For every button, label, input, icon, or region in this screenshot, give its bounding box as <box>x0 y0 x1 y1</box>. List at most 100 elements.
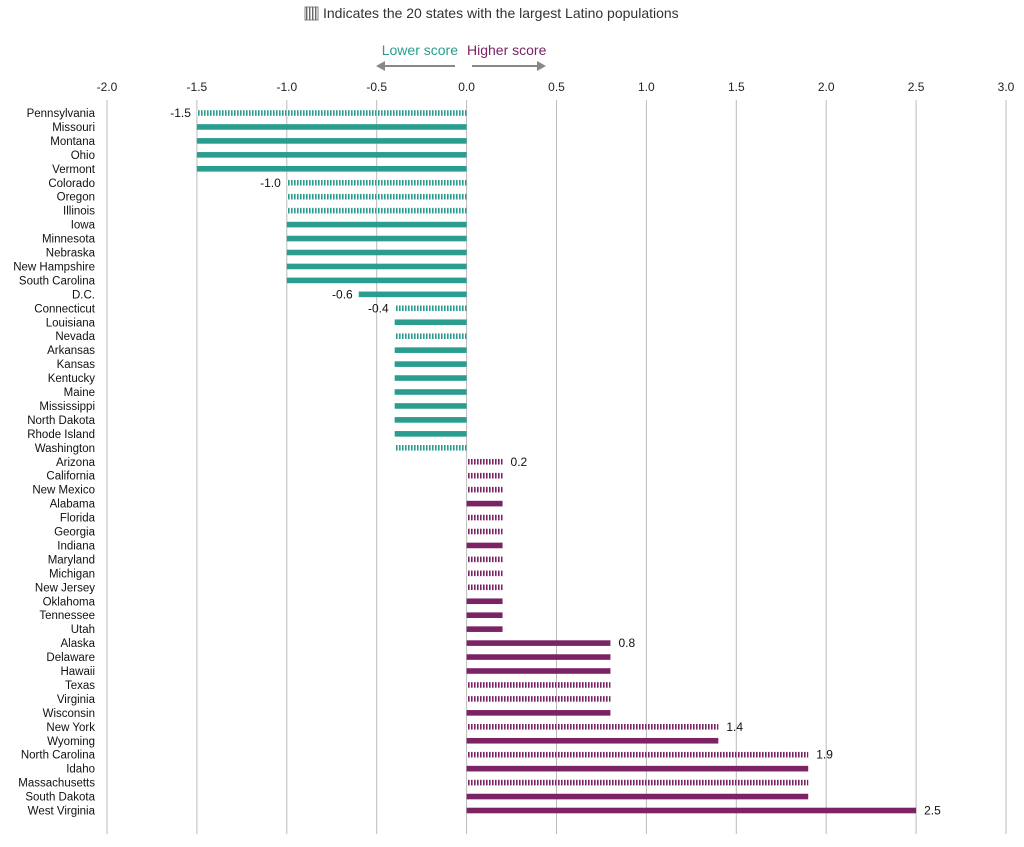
x-tick-label: 2.5 <box>908 80 925 94</box>
category-labels: Pennsylvania Missouri Montana Ohio Vermont Co… <box>13 108 96 818</box>
bar <box>466 612 503 618</box>
category-label: West Virginia <box>28 806 96 818</box>
data-labels: -1.5 -1.0 -0.6 -0.4 0.2 0.8 1.4 1.9 2.5 <box>170 106 941 818</box>
category-label: South Carolina <box>19 275 96 287</box>
bar <box>466 570 503 577</box>
bar <box>394 319 467 326</box>
category-label: Wisconsin <box>43 708 95 720</box>
category-label: Maryland <box>48 554 95 566</box>
data-label: 2.5 <box>924 804 941 818</box>
bar <box>196 124 467 130</box>
category-label: Colorado <box>48 178 95 190</box>
category-label: Virginia <box>57 694 96 706</box>
category-label: Oregon <box>57 192 95 204</box>
bar <box>466 514 503 521</box>
bar <box>286 207 467 214</box>
bar <box>466 668 611 674</box>
category-label: Rhode Island <box>27 429 95 441</box>
bar <box>394 389 467 395</box>
category-label: Indiana <box>57 540 95 552</box>
data-label: 0.8 <box>618 636 635 650</box>
pattern-swatch-icon <box>304 6 319 21</box>
bar <box>466 626 503 632</box>
bar <box>466 640 611 646</box>
bar <box>466 710 611 716</box>
bar <box>394 445 467 451</box>
bar <box>394 347 467 353</box>
category-label: North Carolina <box>21 750 96 762</box>
category-label: Iowa <box>71 220 96 232</box>
bar <box>394 333 467 339</box>
bar <box>394 431 467 437</box>
x-tick-label: -1.0 <box>276 80 297 94</box>
bar <box>466 472 503 479</box>
bar <box>466 682 611 688</box>
bar <box>196 166 467 172</box>
bar <box>466 500 503 507</box>
data-label: -1.5 <box>170 106 191 120</box>
chart-title: Indicates the 20 states with the largest… <box>323 5 679 21</box>
category-label: Mississippi <box>39 401 95 413</box>
x-tick-label: 1.5 <box>728 80 745 94</box>
direction-legend: Lower score Higher score <box>376 42 547 71</box>
category-label: Montana <box>50 136 95 148</box>
bar <box>466 696 611 702</box>
x-tick-label: -2.0 <box>97 80 118 94</box>
category-label: Nevada <box>55 331 95 343</box>
bar <box>466 793 809 800</box>
category-label: Vermont <box>52 164 96 176</box>
legend: Indicates the 20 states with the largest… <box>304 5 679 21</box>
x-tick-label: 2.0 <box>818 80 835 94</box>
category-label: New Mexico <box>32 485 95 497</box>
bar <box>466 737 719 744</box>
bar <box>286 221 467 228</box>
bar <box>394 361 467 367</box>
bar <box>466 542 503 549</box>
bar <box>286 179 467 186</box>
data-label: -0.6 <box>332 287 353 301</box>
bar <box>394 417 467 423</box>
category-label: Maine <box>64 387 95 399</box>
bar <box>466 765 809 772</box>
bar <box>358 291 467 298</box>
category-label: South Dakota <box>25 792 95 804</box>
category-label: Idaho <box>66 764 95 776</box>
bar <box>466 654 611 660</box>
bar <box>286 263 467 270</box>
category-label: New Hampshire <box>13 261 95 273</box>
data-label: -0.4 <box>368 301 389 315</box>
data-label: 0.2 <box>511 455 528 469</box>
category-label: Oklahoma <box>43 596 96 608</box>
category-label: Alabama <box>50 499 96 511</box>
higher-score-label: Higher score <box>467 42 547 58</box>
category-label: Utah <box>71 624 95 636</box>
category-label: Tennessee <box>39 610 95 622</box>
category-label: Wyoming <box>47 736 95 748</box>
category-label: Washington <box>35 443 95 455</box>
bar <box>466 779 809 786</box>
bar <box>466 751 809 758</box>
category-label: Pennsylvania <box>27 108 96 120</box>
data-label: 1.4 <box>726 720 743 734</box>
category-label: Connecticut <box>34 303 96 315</box>
bar <box>286 235 467 242</box>
category-label: Arkansas <box>47 345 95 357</box>
category-label: Missouri <box>52 122 95 134</box>
left-arrow-icon <box>376 61 455 71</box>
category-label: Ohio <box>71 150 95 162</box>
category-label: Illinois <box>63 206 95 218</box>
category-label: Georgia <box>54 527 96 539</box>
bars <box>196 110 917 814</box>
bar <box>466 556 503 563</box>
x-tick-label: 3.0 <box>998 80 1015 94</box>
bar <box>466 724 719 730</box>
x-tick-label: 0.0 <box>458 80 475 94</box>
right-arrow-icon <box>472 61 546 71</box>
lower-score-label: Lower score <box>382 42 458 58</box>
category-label: North Dakota <box>27 415 95 427</box>
bar <box>286 249 467 256</box>
category-label: Kansas <box>57 359 96 371</box>
bar <box>466 486 503 493</box>
gridlines <box>106 100 1007 834</box>
